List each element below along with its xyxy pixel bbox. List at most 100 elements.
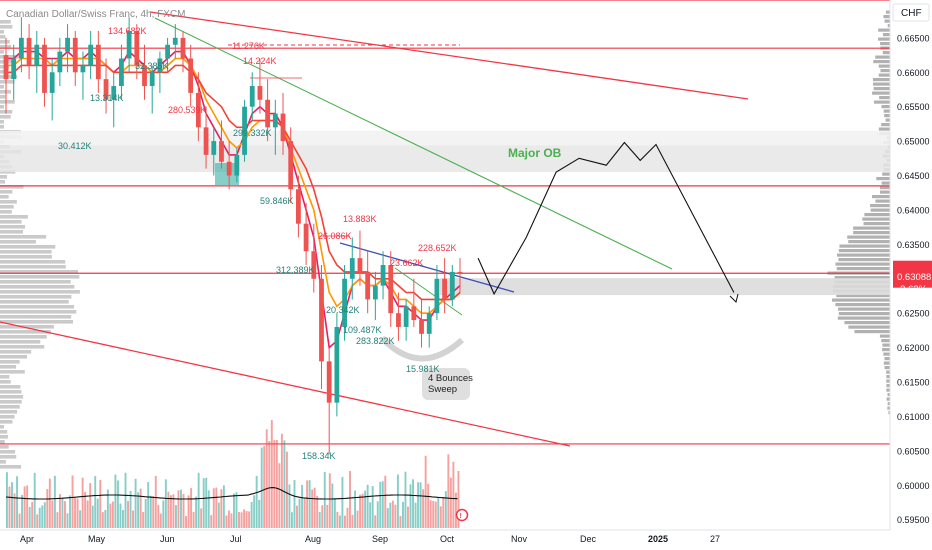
volume-profile-bar	[882, 33, 890, 37]
volume-profile-bar	[870, 204, 890, 208]
volume-label: 13.314K	[90, 93, 124, 103]
candle-body	[249, 86, 255, 107]
volume-bar	[152, 496, 155, 528]
volume-bar	[318, 511, 321, 528]
candle-body	[365, 271, 371, 300]
volume-label: 15.981K	[406, 364, 440, 374]
volume-bar	[167, 491, 170, 528]
volume-profile-bar	[888, 411, 890, 415]
volume-profile-bar	[0, 265, 66, 269]
volume-bar	[137, 492, 140, 528]
candle-body	[111, 86, 117, 100]
volume-bar	[250, 501, 253, 528]
volume-profile-bar	[0, 425, 4, 429]
volume-bar	[336, 511, 339, 528]
volume-profile-bar	[881, 339, 890, 343]
y-tick-label: 0.63500	[897, 240, 930, 250]
volume-profile-bar	[882, 172, 890, 176]
volume-bar	[326, 504, 329, 528]
blue-trendline[interactable]	[339, 242, 515, 293]
volume-profile-bar	[0, 285, 75, 289]
volume-profile-bar	[873, 82, 890, 86]
event-marker-icon[interactable]	[455, 508, 469, 522]
volume-bar	[132, 510, 135, 528]
currency-label-box[interactable]	[892, 3, 930, 22]
volume-profile-bar	[887, 393, 890, 397]
volume-profile-bar	[0, 335, 47, 339]
volume-profile-bar	[875, 199, 890, 203]
volume-bar	[46, 489, 49, 528]
volume-label: 32.385K	[135, 61, 169, 71]
candle-body	[272, 113, 278, 128]
volume-label: 26.086K	[318, 231, 352, 241]
volume-profile-bar	[0, 410, 18, 414]
volume-bar	[401, 501, 404, 528]
x-tick-label: Dec	[580, 534, 597, 544]
descending-resistance-line[interactable]	[149, 11, 749, 100]
candle-body	[380, 265, 386, 286]
candle-body	[372, 285, 378, 300]
volume-bar	[207, 490, 210, 528]
volume-bar	[200, 508, 203, 528]
volume-bar	[316, 495, 319, 528]
volume-bar	[437, 498, 440, 528]
volume-bar	[442, 496, 445, 528]
volume-profile-bar	[0, 340, 41, 344]
volume-profile-bar	[886, 375, 890, 379]
y-tick-label: 0.62000	[897, 343, 930, 353]
descending-support-line[interactable]	[0, 321, 571, 447]
volume-bar	[197, 472, 200, 528]
projection-path[interactable]	[477, 141, 735, 296]
volume-profile-bar	[847, 235, 890, 239]
short-green-line[interactable]	[394, 267, 463, 316]
volume-profile-bar	[854, 330, 890, 334]
candle-body	[334, 326, 340, 403]
green-trendline[interactable]	[154, 17, 673, 270]
volume-profile-bar	[0, 230, 24, 234]
volume-bar	[371, 486, 374, 528]
volume-bar	[414, 502, 417, 528]
volume-profile-bar	[882, 343, 890, 347]
volume-bar	[61, 497, 64, 528]
volume-profile-bar	[0, 445, 9, 449]
volume-bar	[384, 475, 387, 528]
volume-bar	[331, 483, 334, 528]
volume-labels: 134.682K 11.276K 14.224K 13.314K 30.412K…	[58, 26, 457, 461]
volume-bar	[298, 498, 301, 528]
volume-bar	[303, 497, 306, 528]
candle-body	[411, 306, 417, 321]
volume-profile-bar	[886, 379, 890, 383]
volume-profile-bar	[0, 305, 75, 309]
candle-body	[457, 271, 463, 273]
sweep-callout-line1: 4 Bounces	[428, 373, 473, 384]
volume-bar	[172, 494, 175, 528]
volume-label: 14.224K	[243, 56, 277, 66]
volume-bar	[13, 493, 16, 528]
volume-profile-bar	[834, 276, 890, 280]
volume-bar	[109, 503, 112, 528]
volume-profile-bar	[0, 90, 11, 94]
volume-profile-bar	[873, 100, 890, 104]
candle-body	[211, 141, 217, 155]
volume-bar	[338, 515, 341, 528]
volume-profile-bar	[870, 208, 890, 212]
x-tick-label: 27	[710, 534, 720, 544]
x-tick-label: Aug	[305, 534, 321, 544]
volume-bar	[248, 511, 251, 528]
volume-profile-bar	[882, 348, 890, 352]
volume-bar	[139, 488, 142, 528]
volume-profile-bar	[863, 222, 890, 226]
volume-bar	[343, 515, 346, 528]
volume-bar	[434, 501, 437, 528]
volume-profile-bar	[838, 258, 890, 262]
time-axis[interactable]	[0, 530, 932, 550]
candle-body	[49, 72, 55, 93]
volume-profile-bar	[881, 105, 890, 109]
volume-bar	[6, 472, 8, 528]
volume-profile-bar	[848, 325, 890, 329]
candle-body	[57, 51, 63, 73]
candle-body	[3, 55, 9, 80]
volume-bar	[278, 463, 281, 528]
volume-profile-bar	[0, 365, 17, 369]
